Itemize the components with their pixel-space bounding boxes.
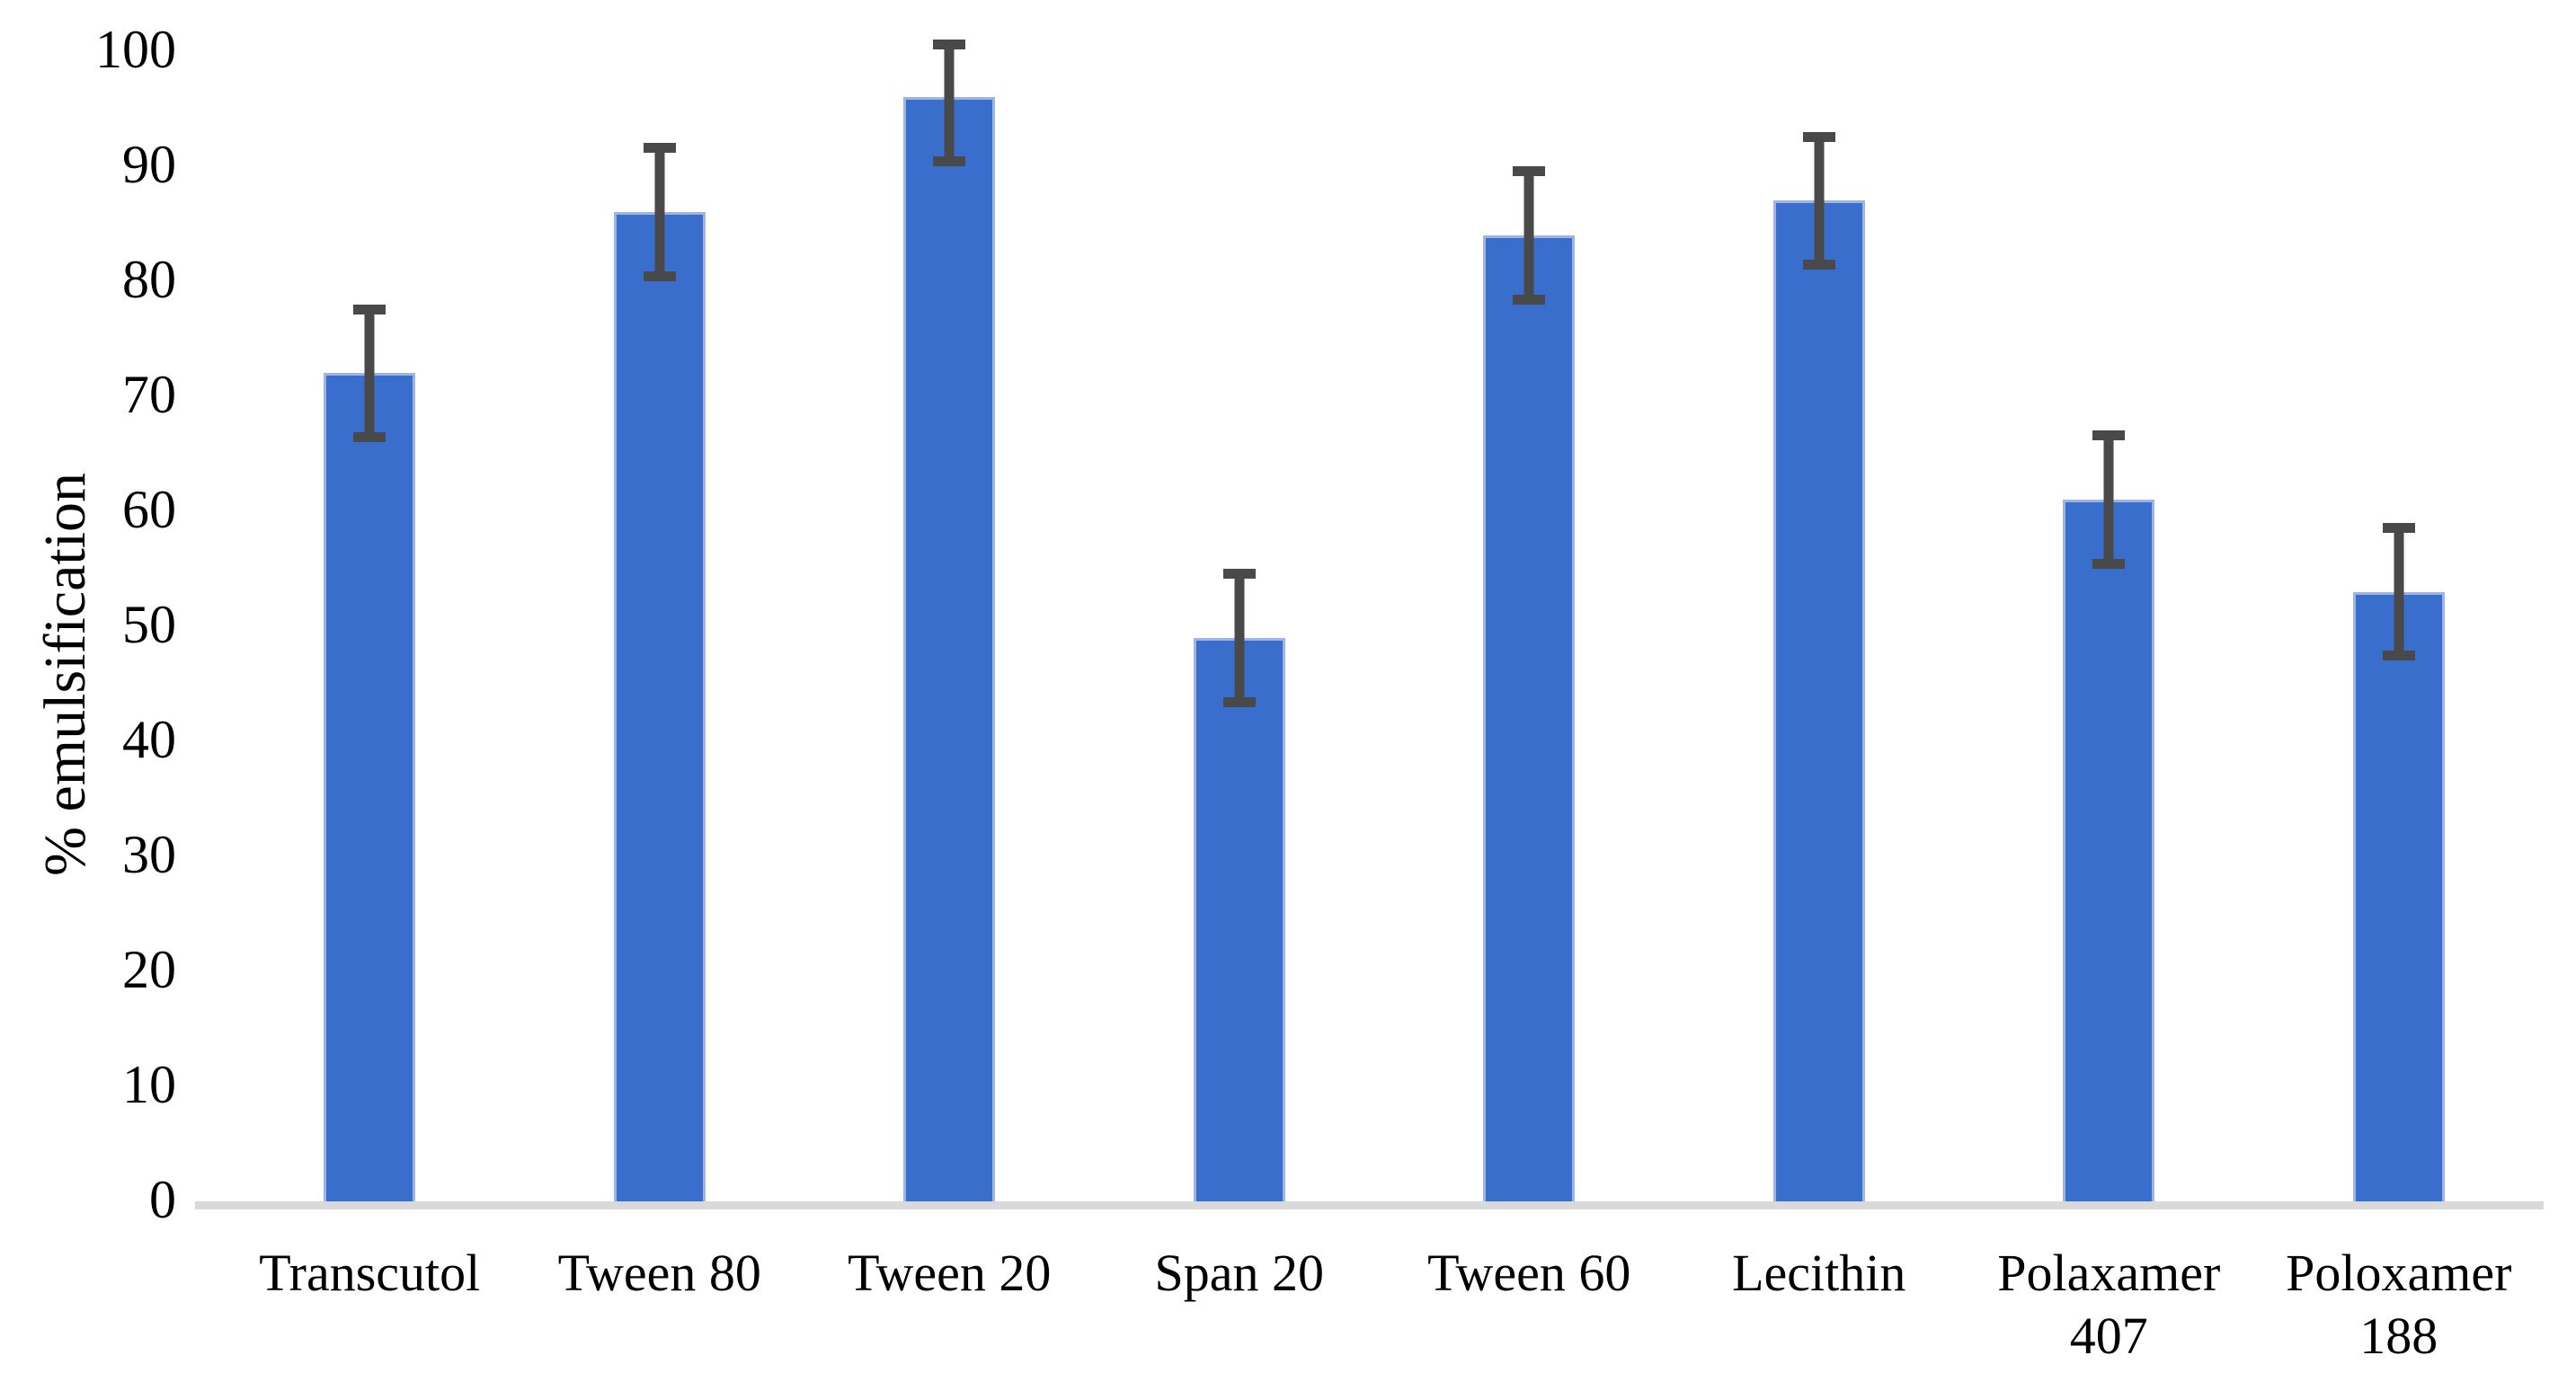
y-tick-label: 0 xyxy=(149,1170,176,1230)
bar-slot xyxy=(1964,0,2254,1201)
error-bar xyxy=(1802,131,1835,270)
x-category-label: Lecithin xyxy=(1732,1244,1906,1302)
y-tick-label: 100 xyxy=(95,20,176,80)
y-tick-label: 50 xyxy=(122,595,176,655)
y-tick-label: 30 xyxy=(122,825,176,885)
plot-area xyxy=(195,0,2544,1209)
bar-slot xyxy=(225,0,515,1201)
bar xyxy=(1772,200,1865,1201)
y-tick-label: 70 xyxy=(122,365,176,425)
y-tick-label: 40 xyxy=(122,710,176,770)
x-category-label: Polaxamer 407 xyxy=(1997,1244,2221,1365)
x-category-label: Span 20 xyxy=(1154,1244,1325,1302)
bar xyxy=(324,373,416,1201)
x-category-label: Tween 80 xyxy=(557,1244,761,1302)
bar-slot xyxy=(2254,0,2545,1201)
error-bar xyxy=(933,40,966,166)
y-tick-label: 80 xyxy=(122,250,176,310)
bars-container xyxy=(225,0,2544,1201)
y-tick-label: 90 xyxy=(122,135,176,195)
error-bar xyxy=(1513,166,1546,305)
error-bar xyxy=(2382,522,2415,661)
error-bar xyxy=(643,143,676,281)
y-axis-tick-labels: 0 10 20 30 40 50 60 70 80 90 100 xyxy=(0,0,176,1373)
error-bar xyxy=(1222,569,1256,707)
bar xyxy=(2352,591,2445,1201)
bar-slot xyxy=(804,0,1095,1201)
bar-slot xyxy=(515,0,805,1201)
x-axis-category-labels: Transcutol Tween 80 Tween 20 Span 20 Tween 6… xyxy=(225,1242,2544,1368)
x-category-label: Tween 60 xyxy=(1427,1244,1631,1302)
error-bar xyxy=(2092,430,2126,569)
bar-slot xyxy=(1674,0,1965,1201)
bar xyxy=(903,97,996,1201)
y-tick-label: 20 xyxy=(122,940,176,1000)
x-category-label: Tween 20 xyxy=(848,1244,1052,1302)
y-tick-label: 10 xyxy=(122,1055,176,1115)
error-bar xyxy=(353,304,386,443)
y-tick-label: 60 xyxy=(122,480,176,540)
x-category-label: Poloxamer 188 xyxy=(2286,1244,2512,1365)
bar xyxy=(1483,235,1576,1201)
bar-slot xyxy=(1095,0,1385,1201)
x-axis-line xyxy=(195,1201,2544,1209)
bar xyxy=(2063,500,2155,1201)
bar xyxy=(613,212,706,1201)
bar-slot xyxy=(1384,0,1674,1201)
x-category-label: Transcutol xyxy=(259,1244,481,1302)
bar xyxy=(1193,637,1285,1201)
